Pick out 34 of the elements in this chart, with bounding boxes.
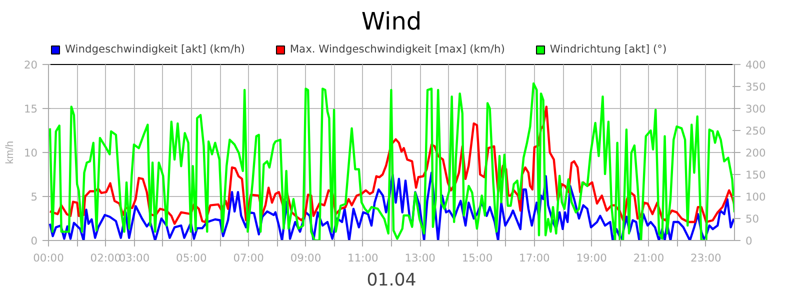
y2-tick-label: 250 [746, 124, 766, 138]
legend-label: Max. Windgeschwindigkeit [max] (km/h) [290, 42, 505, 56]
x-tick-label: 19:00 [576, 252, 608, 264]
x-tick-label: 02:00 [90, 252, 122, 264]
chart-title: Wind [361, 8, 422, 36]
y2-tick-label: 150 [746, 168, 766, 182]
x-tick-label: 13:00 [404, 252, 436, 264]
y2-tick-label: 50 [746, 212, 760, 226]
x-tick-label: 21:00 [633, 252, 664, 264]
y-tick-label: 0 [30, 234, 38, 248]
y-tick-label: 15 [24, 102, 38, 116]
x-tick-label: 17:00 [519, 252, 550, 264]
y2-tick-label: 350 [746, 80, 766, 94]
y2-tick-label: 0 [746, 234, 752, 248]
x-axis-title: 01.04 [366, 270, 416, 290]
y-tick-label: 5 [30, 190, 38, 204]
legend-label: Windrichtung [akt] (°) [550, 42, 667, 56]
y-tick-label: 20 [24, 58, 38, 72]
x-tick-label: 23:00 [690, 252, 722, 264]
x-tick-label: 11:00 [348, 252, 378, 264]
x-tick-label: 00:00 [33, 252, 64, 264]
y-axis-title: km/h [4, 140, 16, 164]
y2-tick-label: 200 [746, 146, 766, 160]
y-tick-label: 10 [24, 146, 38, 160]
x-tick-label: 03:00 [118, 252, 150, 264]
x-tick-label: 05:00 [176, 252, 207, 264]
y2-tick-label: 100 [746, 190, 766, 204]
y2-tick-label: 400 [746, 58, 766, 72]
x-tick-label: 07:00 [233, 252, 264, 264]
x-tick-label: 15:00 [462, 252, 493, 264]
line-series [48, 106, 734, 225]
y2-tick-label: 300 [746, 102, 766, 116]
x-tick-label: 09:00 [290, 252, 322, 264]
legend-label: Windgeschwindigkeit [akt] (km/h) [65, 42, 245, 56]
